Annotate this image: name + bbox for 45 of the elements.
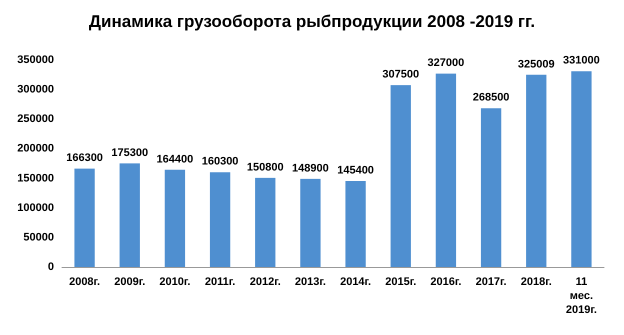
bar	[300, 178, 321, 267]
x-tick-label: 11 мес. 2019г.	[566, 276, 597, 316]
y-tick-label: 250000	[17, 113, 54, 126]
y-tick-label: 300000	[17, 84, 54, 96]
bar	[345, 181, 366, 267]
x-tick-label: 2012г.	[250, 276, 281, 288]
bar	[526, 74, 546, 267]
x-tick-label: 2015г.	[385, 276, 416, 288]
bar	[210, 172, 230, 267]
x-tick-label: 2018г.	[520, 276, 552, 288]
data-label: 145400	[337, 164, 374, 177]
data-label: 325009	[518, 58, 555, 70]
bar	[480, 108, 502, 267]
bar	[255, 178, 276, 267]
y-tick-label: 200000	[17, 142, 54, 155]
x-tick-label: 2017г.	[476, 276, 507, 288]
x-tick-label: 2013г.	[294, 276, 326, 288]
data-label: 148900	[292, 162, 329, 174]
data-label: 307500	[382, 68, 420, 81]
y-tick-label: 0	[48, 261, 54, 273]
data-label: 175300	[111, 146, 148, 159]
x-tick-label: 2010г.	[159, 276, 190, 288]
x-tick-label: 2009г.	[114, 276, 146, 288]
data-label: 164400	[156, 153, 194, 166]
bar	[164, 170, 186, 267]
y-tick-label: 100000	[17, 202, 54, 214]
data-label: 166300	[66, 152, 103, 164]
y-tick-label: 50000	[23, 231, 54, 244]
data-label: 160300	[202, 156, 238, 168]
x-tick-label: 2016г.	[430, 276, 462, 288]
y-tick-label: 350000	[17, 54, 54, 66]
data-label: 331000	[563, 54, 600, 67]
data-label: 150800	[246, 161, 284, 174]
bar	[436, 74, 456, 267]
x-tick-label: 2014г.	[340, 276, 372, 288]
data-label: 327000	[428, 57, 464, 70]
y-tick-label: 150000	[17, 172, 54, 184]
chart-title: Динамика грузооборота рыбпродукции 2008 -2019 гг.	[88, 12, 536, 31]
x-tick-label: 2008г.	[69, 276, 100, 288]
data-label: 268500	[472, 92, 510, 104]
bar	[390, 85, 411, 267]
bar	[120, 163, 140, 267]
x-tick-label: 2011г.	[204, 276, 236, 288]
bar	[74, 168, 95, 267]
bar	[571, 71, 592, 267]
